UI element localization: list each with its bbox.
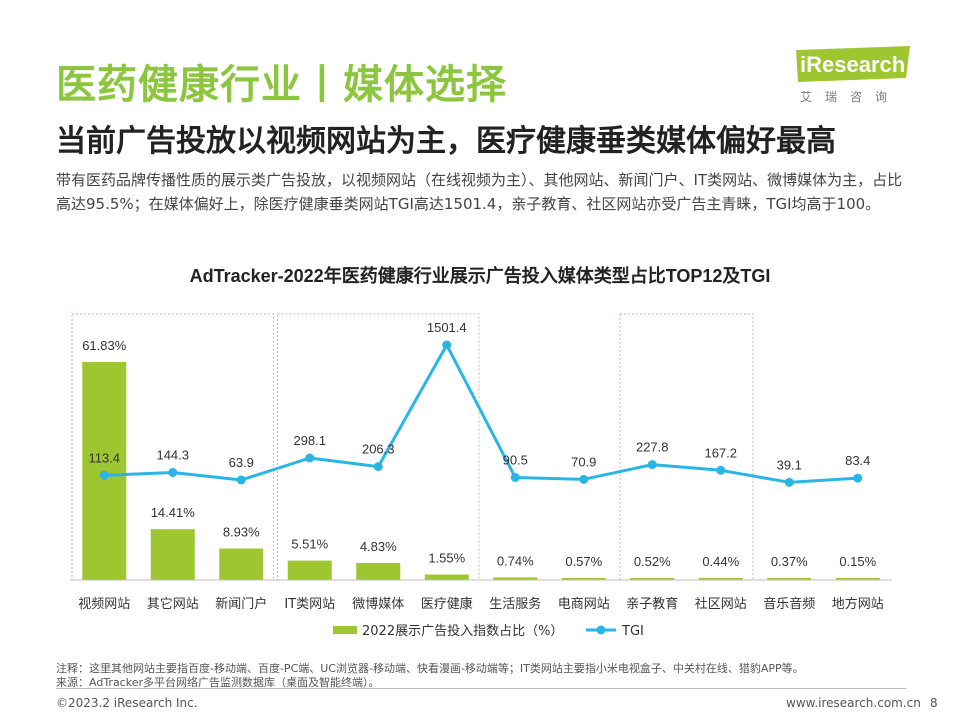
bar <box>493 577 538 580</box>
category-label: 视频网站 <box>78 597 130 612</box>
tgi-value-label: 63.9 <box>229 455 254 470</box>
bar-value-label: 0.15% <box>839 554 876 569</box>
bar-value-label: 1.55% <box>428 551 465 566</box>
bar <box>287 560 332 580</box>
chart-canvas: 61.83% 14.41% 8.93% 5.51% 4.83% 1.55% 0.74% 0.5… <box>70 313 892 639</box>
tgi-point <box>305 453 315 463</box>
category-label: 电商网站 <box>558 597 610 612</box>
bar <box>630 578 675 580</box>
page-description: 带有医药品牌传播性质的展示类广告投放，以视频网站（在线视频为主）、其他网站、新闻… <box>56 171 903 213</box>
tgi-value-label: 298.1 <box>293 433 326 448</box>
tgi-point <box>716 465 726 475</box>
category-label: 音乐音频 <box>763 596 815 612</box>
category-label: 亲子教育 <box>626 596 678 612</box>
logo-subtitle: 艾瑞咨询 <box>800 90 901 104</box>
bar <box>835 578 880 580</box>
legend-bar-swatch <box>333 626 357 634</box>
tgi-value-label: 227.8 <box>636 440 669 455</box>
tgi-point <box>168 467 178 477</box>
bar <box>424 574 469 580</box>
bar-value-label: 0.74% <box>497 553 534 568</box>
category-label: 新闻门户 <box>215 596 267 612</box>
bar <box>150 529 195 580</box>
tgi-line <box>104 343 858 484</box>
category-label: 医疗健康 <box>421 596 473 612</box>
page-title: 医药健康行业丨媒体选择 <box>56 62 507 108</box>
tgi-value-label: 83.4 <box>845 453 870 468</box>
category-label: IT类网站 <box>284 597 335 612</box>
bar <box>767 578 812 580</box>
bar <box>219 548 264 580</box>
chart-title: AdTracker-2022年医药健康行业展示广告投入媒体类型占比TOP12及T… <box>189 266 771 286</box>
page-number: 8 <box>930 696 938 710</box>
tgi-point <box>579 474 589 484</box>
tgi-point <box>99 470 109 480</box>
bar <box>561 577 606 580</box>
category-label: 地方网站 <box>832 596 884 612</box>
tgi-point <box>853 473 863 483</box>
bar-value-label: 0.37% <box>771 554 808 569</box>
legend-line-label: TGI <box>621 624 644 639</box>
bar-value-label: 0.44% <box>702 554 739 569</box>
bar <box>356 562 401 580</box>
tgi-value-label: 144.3 <box>156 447 189 462</box>
bar-value-label: 61.83% <box>82 338 127 353</box>
bar-value-label: 0.52% <box>634 554 671 569</box>
tgi-value-label: 167.2 <box>704 445 737 460</box>
bar-value-label: 8.93% <box>223 525 260 540</box>
tgi-point <box>784 477 794 487</box>
logo-badge <box>796 46 910 82</box>
footer-divider <box>56 688 906 689</box>
bar-value-label: 14.41% <box>151 505 196 520</box>
category-label: 其它网站 <box>147 596 199 612</box>
tgi-point <box>442 340 452 350</box>
tgi-point <box>373 462 383 472</box>
tgi-point <box>647 460 657 470</box>
category-label: 社区网站 <box>695 596 747 612</box>
page-subtitle: 当前广告投放以视频网站为主，医疗健康垂类媒体偏好最高 <box>56 124 836 159</box>
tgi-point <box>236 475 246 485</box>
tgi-point <box>510 473 520 483</box>
logo-name: iResearch <box>800 52 906 77</box>
footer-copyright: ©2023.2 iResearch Inc. <box>56 696 198 710</box>
chart-source: 来源：AdTracker多平台网络广告监测数据库（桌面及智能终端）。 <box>56 676 380 689</box>
tgi-value-label: 113.4 <box>88 450 120 465</box>
bar-value-label: 5.51% <box>291 537 328 552</box>
category-label: 微博媒体 <box>352 597 404 612</box>
footer-url: www.iresearch.com.cn <box>786 696 921 710</box>
legend-line-marker <box>596 625 606 635</box>
category-label: 生活服务 <box>489 596 541 612</box>
tgi-value-label: 39.1 <box>777 457 802 472</box>
bar-value-label: 4.83% <box>360 539 397 554</box>
bar <box>698 578 743 580</box>
iresearch-logo: iResearch 艾瑞咨询 <box>794 46 912 108</box>
bar-value-label: 0.57% <box>565 554 602 569</box>
chart-note: 注释：这里其他网站主要指百度-移动端、百度-PC端、UC浏览器-移动端、快看漫画… <box>56 662 804 675</box>
legend-bar-label: 2022展示广告投入指数占比（%） <box>362 623 563 639</box>
tgi-value-label: 1501.4 <box>427 320 467 335</box>
tgi-value-label: 70.9 <box>571 454 596 469</box>
tgi-value-label: 206.3 <box>362 442 395 457</box>
tgi-value-label: 90.5 <box>503 453 528 468</box>
